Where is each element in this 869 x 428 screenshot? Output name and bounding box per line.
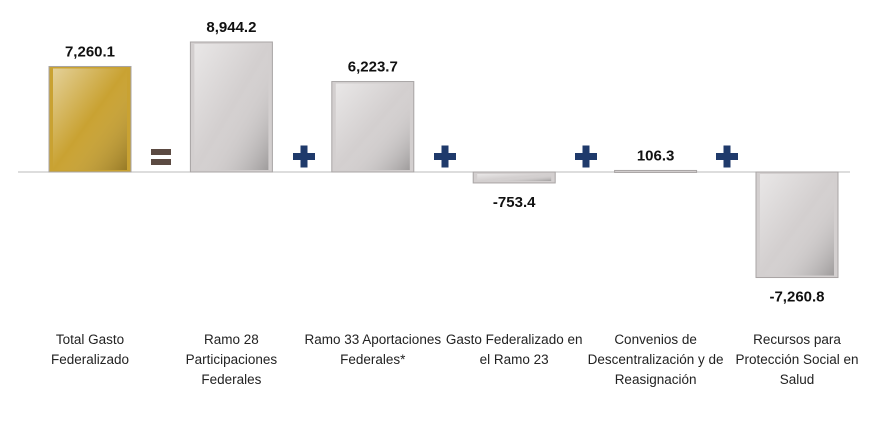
value-label: 6,223.7 <box>348 59 398 76</box>
value-label: -7,260.8 <box>769 289 824 306</box>
bar <box>48 65 132 173</box>
category-label: Total Gasto Federalizado <box>50 332 130 367</box>
category-label: Convenios de Descentralización y de Reas… <box>587 332 724 387</box>
category-label: Ramo 33 Aportaciones Federales* <box>304 332 442 367</box>
value-label: 7,260.1 <box>65 43 115 60</box>
bar <box>472 171 556 184</box>
value-label: -753.4 <box>493 194 536 211</box>
bar <box>331 81 415 173</box>
bar <box>189 41 273 173</box>
value-label: 8,944.2 <box>206 19 256 36</box>
bar <box>755 171 839 279</box>
plus-signs <box>293 145 738 168</box>
bar <box>614 169 698 173</box>
category-label: Ramo 28 Participaciones Federales <box>185 332 278 387</box>
category-label: Gasto Federalizado en el Ramo 23 <box>445 332 583 367</box>
equals-sign <box>151 149 171 165</box>
category-label: Recursos para Protección Social en Salud <box>735 332 859 387</box>
value-label: 106.3 <box>637 147 675 164</box>
